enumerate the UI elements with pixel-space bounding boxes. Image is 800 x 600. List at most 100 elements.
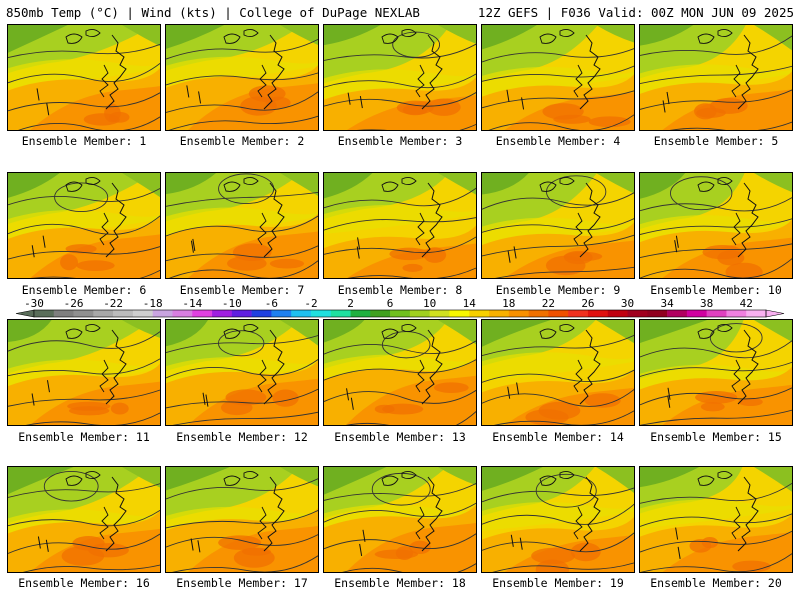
colorbar-tick-label: -10 bbox=[222, 297, 242, 310]
colorbar-tick-label: 2 bbox=[347, 297, 354, 310]
colorbar-tick-label: -22 bbox=[103, 297, 123, 310]
colorbar-swatch bbox=[667, 310, 688, 317]
ensemble-map-panel bbox=[7, 319, 161, 426]
ensemble-member-label: Ensemble Member: 17 bbox=[176, 576, 308, 590]
colorbar-swatch bbox=[132, 310, 154, 317]
colorbar-left-arrow bbox=[15, 309, 35, 318]
ensemble-member-label: Ensemble Member: 11 bbox=[18, 430, 150, 444]
colorbar-tick-label: 22 bbox=[542, 297, 555, 310]
colorbar-swatch bbox=[627, 310, 648, 317]
ensemble-member-label: Ensemble Member: 5 bbox=[653, 134, 779, 148]
colorbar-swatch bbox=[647, 310, 668, 317]
colorbar-swatch bbox=[390, 310, 411, 317]
colorbar-swatch bbox=[192, 310, 213, 317]
colorbar-swatch bbox=[587, 310, 609, 317]
colorbar-swatch bbox=[113, 310, 134, 317]
ensemble-member-label: Ensemble Member: 4 bbox=[495, 134, 621, 148]
ensemble-member-label: Ensemble Member: 1 bbox=[21, 134, 147, 148]
ensemble-map-panel bbox=[639, 172, 793, 279]
temperature-colorbar: -30 -26 -22 -18 -14 -10 -6 -2 2 6 10 14 18 22 26 30 34 38… bbox=[15, 297, 785, 318]
colorbar-swatch bbox=[528, 310, 549, 317]
colorbar-swatch bbox=[469, 310, 490, 317]
colorbar-right-arrow bbox=[765, 309, 785, 318]
colorbar-swatch bbox=[34, 310, 55, 317]
ensemble-map-panel bbox=[165, 319, 319, 426]
colorbar-swatch bbox=[568, 310, 589, 317]
colorbar-swatch bbox=[706, 310, 727, 317]
ensemble-member-label: Ensemble Member: 8 bbox=[337, 283, 463, 297]
colorbar-swatch bbox=[607, 310, 628, 317]
ensemble-map-panel bbox=[481, 319, 635, 426]
ensemble-member-label: Ensemble Member: 6 bbox=[21, 283, 147, 297]
ensemble-map-panel bbox=[639, 24, 793, 131]
colorbar-swatch bbox=[73, 310, 94, 317]
colorbar-swatch bbox=[449, 310, 470, 317]
ensemble-member-label: Ensemble Member: 9 bbox=[495, 283, 621, 297]
ensemble-map-panel bbox=[481, 466, 635, 573]
colorbar-tick-label: -2 bbox=[304, 297, 317, 310]
colorbar-tick-label: 10 bbox=[423, 297, 436, 310]
colorbar-tick-label: 26 bbox=[581, 297, 594, 310]
ensemble-member-label: Ensemble Member: 7 bbox=[179, 283, 305, 297]
ensemble-map-panel bbox=[481, 24, 635, 131]
ensemble-map-panel bbox=[7, 466, 161, 573]
colorbar-frame bbox=[33, 309, 767, 318]
ensemble-map-panel bbox=[481, 172, 635, 279]
colorbar-swatch bbox=[93, 310, 114, 317]
ensemble-member-label: Ensemble Member: 3 bbox=[337, 134, 463, 148]
ensemble-member-label: Ensemble Member: 15 bbox=[650, 430, 782, 444]
ensemble-map-panel bbox=[323, 466, 477, 573]
colorbar-tick-label: -26 bbox=[64, 297, 84, 310]
colorbar-swatch bbox=[212, 310, 233, 317]
header-left-title: 850mb Temp (°C) | Wind (kts) | College o… bbox=[6, 5, 420, 20]
colorbar-swatch bbox=[152, 310, 173, 317]
ensemble-map-panel bbox=[165, 24, 319, 131]
colorbar-tick-label: -30 bbox=[24, 297, 44, 310]
colorbar-tick-label: 38 bbox=[700, 297, 713, 310]
colorbar-tick-label: -18 bbox=[143, 297, 163, 310]
colorbar-tick-label: 18 bbox=[502, 297, 515, 310]
ensemble-member-label: Ensemble Member: 13 bbox=[334, 430, 466, 444]
colorbar-swatch bbox=[548, 310, 569, 317]
colorbar-swatch bbox=[330, 310, 351, 317]
colorbar-swatch bbox=[350, 310, 371, 317]
colorbar-tick-label: 14 bbox=[463, 297, 477, 310]
colorbar-tick-label: 6 bbox=[387, 297, 394, 310]
colorbar-swatch bbox=[370, 310, 391, 317]
ensemble-map-panel bbox=[323, 319, 477, 426]
ensemble-map-panel bbox=[639, 319, 793, 426]
colorbar-swatch bbox=[429, 310, 450, 317]
ensemble-member-label: Ensemble Member: 14 bbox=[492, 430, 624, 444]
colorbar-swatch bbox=[310, 310, 332, 317]
colorbar-swatch bbox=[53, 310, 74, 317]
colorbar-swatch bbox=[291, 310, 312, 317]
colorbar-swatch bbox=[746, 310, 767, 317]
ensemble-member-label: Ensemble Member: 10 bbox=[650, 283, 782, 297]
header-right-title: 12Z GEFS | F036 Valid: 00Z MON JUN 09 20… bbox=[477, 5, 794, 20]
colorbar-tick-label: 30 bbox=[621, 297, 634, 310]
ensemble-map-panel bbox=[7, 172, 161, 279]
ensemble-map-panel bbox=[323, 24, 477, 131]
colorbar-swatch bbox=[726, 310, 747, 317]
colorbar-swatch bbox=[489, 310, 510, 317]
colorbar-swatch bbox=[231, 310, 252, 317]
colorbar-tick-label: 34 bbox=[660, 297, 674, 310]
ensemble-member-label: Ensemble Member: 2 bbox=[179, 134, 305, 148]
ensemble-member-label: Ensemble Member: 20 bbox=[650, 576, 782, 590]
colorbar-swatch bbox=[271, 310, 292, 317]
colorbar-swatch bbox=[251, 310, 272, 317]
ensemble-member-label: Ensemble Member: 16 bbox=[18, 576, 150, 590]
colorbar-swatch bbox=[686, 310, 707, 317]
colorbar-swatch bbox=[409, 310, 430, 317]
ensemble-map-panel bbox=[165, 172, 319, 279]
ensemble-map-panel bbox=[639, 466, 793, 573]
ensemble-map-panel bbox=[323, 172, 477, 279]
colorbar-tick-label: -14 bbox=[182, 297, 202, 310]
ensemble-map-panel bbox=[165, 466, 319, 573]
ensemble-member-label: Ensemble Member: 18 bbox=[334, 576, 466, 590]
ensemble-map-panel bbox=[7, 24, 161, 131]
colorbar-tick-label: 42 bbox=[740, 297, 753, 310]
colorbar-swatch bbox=[508, 310, 529, 317]
ensemble-member-label: Ensemble Member: 19 bbox=[492, 576, 624, 590]
colorbar-tick-label: -6 bbox=[265, 297, 278, 310]
